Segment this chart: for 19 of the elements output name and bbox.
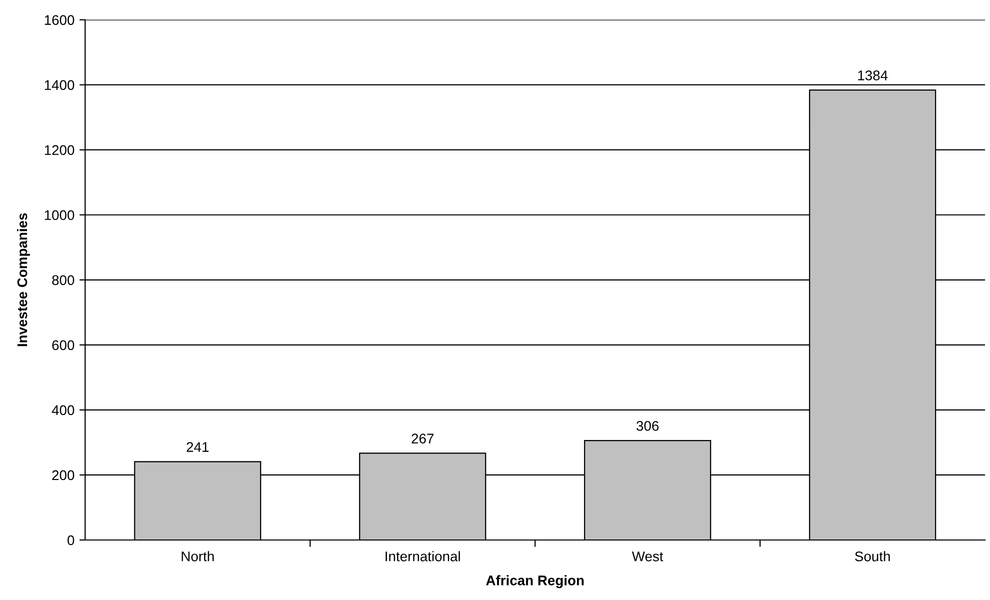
x-tick-label: South	[855, 551, 890, 562]
y-tick-label: 800	[52, 275, 74, 286]
y-tick-label: 400	[52, 405, 74, 416]
data-label: 1384	[858, 70, 888, 80]
y-tick-label: 0	[68, 535, 74, 546]
y-tick-label: 1600	[44, 15, 74, 25]
y-tick-label: 200	[52, 470, 74, 480]
data-label: 306	[636, 420, 659, 431]
y-tick-label: 600	[52, 340, 74, 350]
y-axis-title: Investee Companies	[16, 213, 30, 346]
y-tick-label: 1400	[44, 80, 74, 90]
data-label: 267	[412, 434, 434, 444]
x-axis-title: African Region	[486, 575, 584, 588]
data-label: 241	[186, 442, 209, 452]
y-tick-label: 1000	[44, 210, 74, 220]
x-tick-label: West	[632, 552, 664, 562]
x-tick-label: International	[386, 551, 460, 562]
x-tick-label: North	[182, 551, 214, 562]
y-tick-label: 1200	[44, 145, 74, 156]
